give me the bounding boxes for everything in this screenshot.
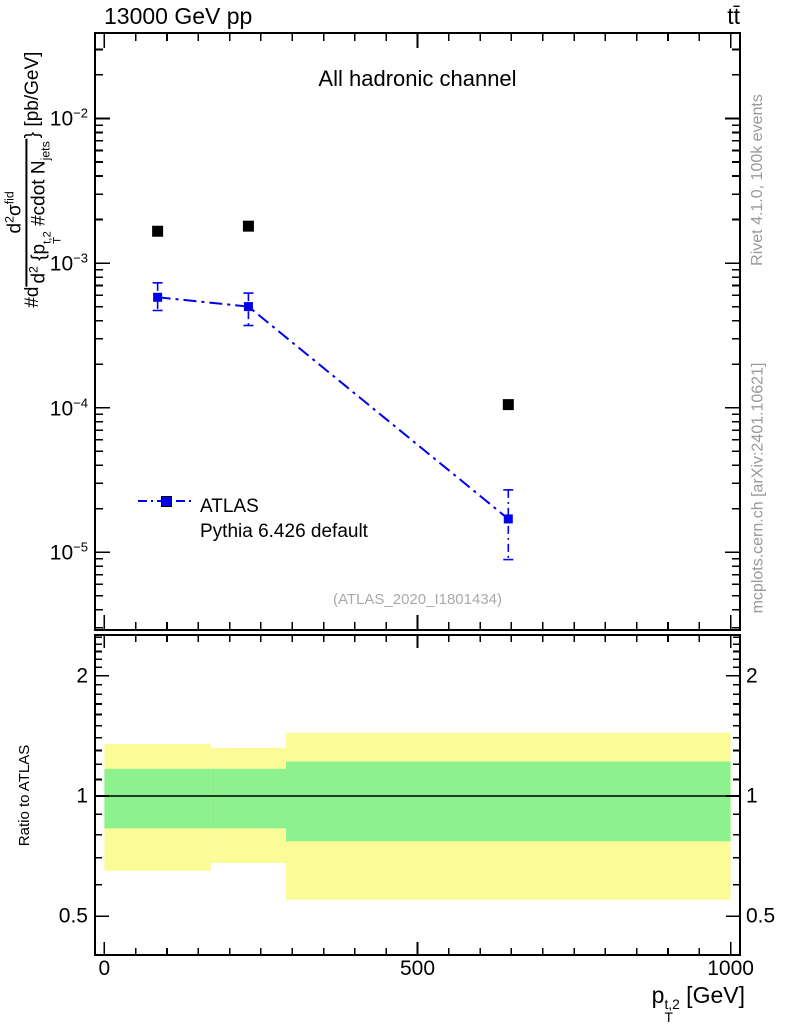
ratio-tick-label-right: 0.5 — [746, 904, 776, 928]
y-tick-label: 10−4 — [49, 395, 88, 421]
ratio-tick-label-left: 0.5 — [58, 904, 88, 928]
atlas-markers — [152, 220, 514, 411]
y-tick-label: 10−2 — [49, 105, 88, 131]
pythia-markers — [153, 292, 513, 524]
beam-energy-title: 13000 GeV pp — [104, 3, 253, 29]
y-axis-label-prefix: #d — [22, 286, 44, 309]
analysis-watermark: (ATLAS_2020_I1801434) — [332, 591, 502, 608]
rivet-version-note: Rivet 4.1.0, 100k events — [749, 94, 766, 266]
ratio-tick-label-left: 1 — [76, 784, 88, 808]
ratio-tick-label-right: 1 — [746, 784, 758, 808]
pythia-error-bars — [152, 282, 514, 561]
legend-entry-pythia: Pythia 6.426 default — [138, 497, 368, 544]
process-title: tt̄ — [727, 3, 740, 29]
legend-label-atlas: ATLAS — [200, 495, 259, 517]
y-axis-label: #d d2σfid d2 {p t,2 T #cdot Njets} [pb/GeV] — [2, 20, 64, 340]
ratio-axis-label: Ratio to ATLAS — [16, 744, 34, 846]
ratio-tick-label-right: 2 — [746, 664, 758, 688]
mcplots-reference-note: mcplots.cern.ch [arXiv:2401.10621] — [749, 362, 766, 614]
y-axis-label-numerator: d2σfid — [2, 138, 28, 287]
legend-label-pythia: Pythia 6.426 default — [200, 520, 368, 542]
x-tick-label: 0 — [98, 957, 111, 980]
legend: ATLAS Pythia 6.426 default — [138, 494, 368, 544]
y-tick-label: 10−5 — [49, 539, 88, 565]
ratio-band-green — [104, 761, 731, 842]
y-axis-label-suffix: } [pb/GeV] — [22, 51, 44, 139]
y-tick-label: 10−3 — [49, 250, 88, 276]
x-tick-label: 500 — [399, 957, 436, 980]
ratio-tick-label-left: 2 — [76, 664, 88, 688]
x-axis-label: p t,2 T [GeV] — [651, 982, 745, 1024]
x-tick-label: 1000 — [707, 957, 754, 980]
channel-subtitle: All hadronic channel — [318, 66, 517, 91]
axis-ticks — [95, 33, 740, 956]
pythia-line — [157, 296, 509, 520]
